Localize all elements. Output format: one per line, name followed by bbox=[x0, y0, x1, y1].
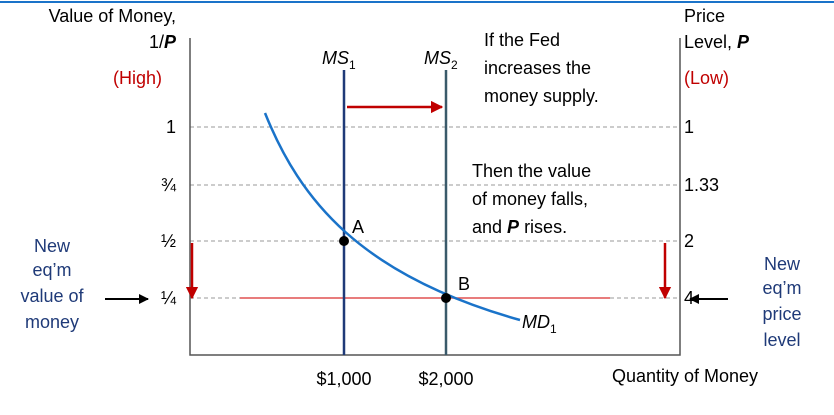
tick-label: 1 bbox=[166, 117, 176, 137]
point-label: A bbox=[352, 217, 364, 237]
md-curve bbox=[263, 112, 521, 322]
annotation: of money falls, bbox=[472, 189, 588, 209]
text: rises. bbox=[519, 217, 567, 237]
annotation: money supply. bbox=[484, 86, 599, 106]
note: price bbox=[762, 304, 801, 324]
annotation: and P rises. bbox=[472, 217, 567, 237]
tick-label: 2 bbox=[684, 231, 694, 251]
tick-label: 1 bbox=[684, 117, 694, 137]
note: New bbox=[34, 236, 71, 256]
axis-title: 1/P bbox=[149, 32, 177, 52]
annotation: If the Fed bbox=[484, 30, 560, 50]
curve-label: MD1 bbox=[522, 312, 557, 336]
text: and bbox=[472, 217, 507, 237]
axis-title: Value of Money, bbox=[49, 6, 176, 26]
axis-note: (High) bbox=[113, 68, 162, 88]
tick-label: $1,000 bbox=[316, 369, 371, 389]
note: value of bbox=[20, 286, 84, 306]
annotation: increases the bbox=[484, 58, 591, 78]
note: level bbox=[763, 330, 800, 350]
text: 1/ bbox=[149, 32, 164, 52]
text: P bbox=[737, 32, 750, 52]
axis-title: Quantity of Money bbox=[612, 366, 758, 386]
point-label: B bbox=[458, 274, 470, 294]
text: 2 bbox=[451, 58, 458, 72]
curve-label: MS2 bbox=[424, 48, 458, 72]
text: MD bbox=[522, 312, 550, 332]
axis-note: (Low) bbox=[684, 68, 729, 88]
point-b bbox=[441, 293, 451, 303]
note: eq’m bbox=[762, 278, 801, 298]
tick-label: ½ bbox=[161, 231, 176, 251]
tick-label: 4 bbox=[684, 288, 694, 308]
text: MS bbox=[424, 48, 451, 68]
text: 1 bbox=[349, 58, 356, 72]
text: Level, bbox=[684, 32, 737, 52]
text: P bbox=[507, 217, 520, 237]
axis-title: Price bbox=[684, 6, 725, 26]
text: P bbox=[164, 32, 177, 52]
annotation: Then the value bbox=[472, 161, 591, 181]
tick-label: ¼ bbox=[161, 288, 177, 308]
note: money bbox=[25, 312, 79, 332]
note: New bbox=[764, 254, 801, 274]
curve-label: MS1 bbox=[322, 48, 356, 72]
tick-label: ¾ bbox=[161, 175, 177, 195]
text: 1 bbox=[550, 322, 557, 336]
text: MS bbox=[322, 48, 349, 68]
note: eq’m bbox=[32, 260, 71, 280]
axis-title: Level, P bbox=[684, 32, 750, 52]
tick-label: 1.33 bbox=[684, 175, 719, 195]
point-a bbox=[339, 236, 349, 246]
tick-label: $2,000 bbox=[418, 369, 473, 389]
axes bbox=[189, 38, 681, 356]
